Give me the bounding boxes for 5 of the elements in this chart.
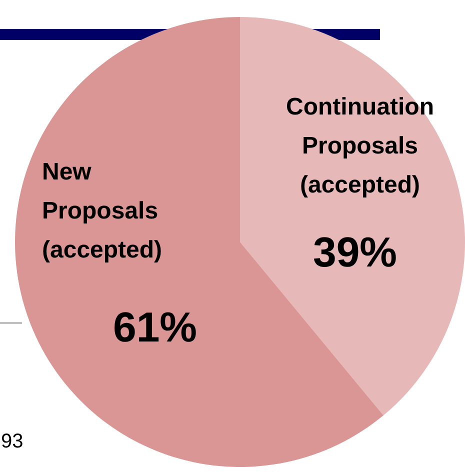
data-label: 39% [312,228,398,276]
slice-label: New Proposals (accepted) [42,158,162,264]
data-label: 61% [112,304,198,351]
slice-label: Continuation Proposals (accepted) [286,94,434,199]
text: 93 [1,430,24,453]
